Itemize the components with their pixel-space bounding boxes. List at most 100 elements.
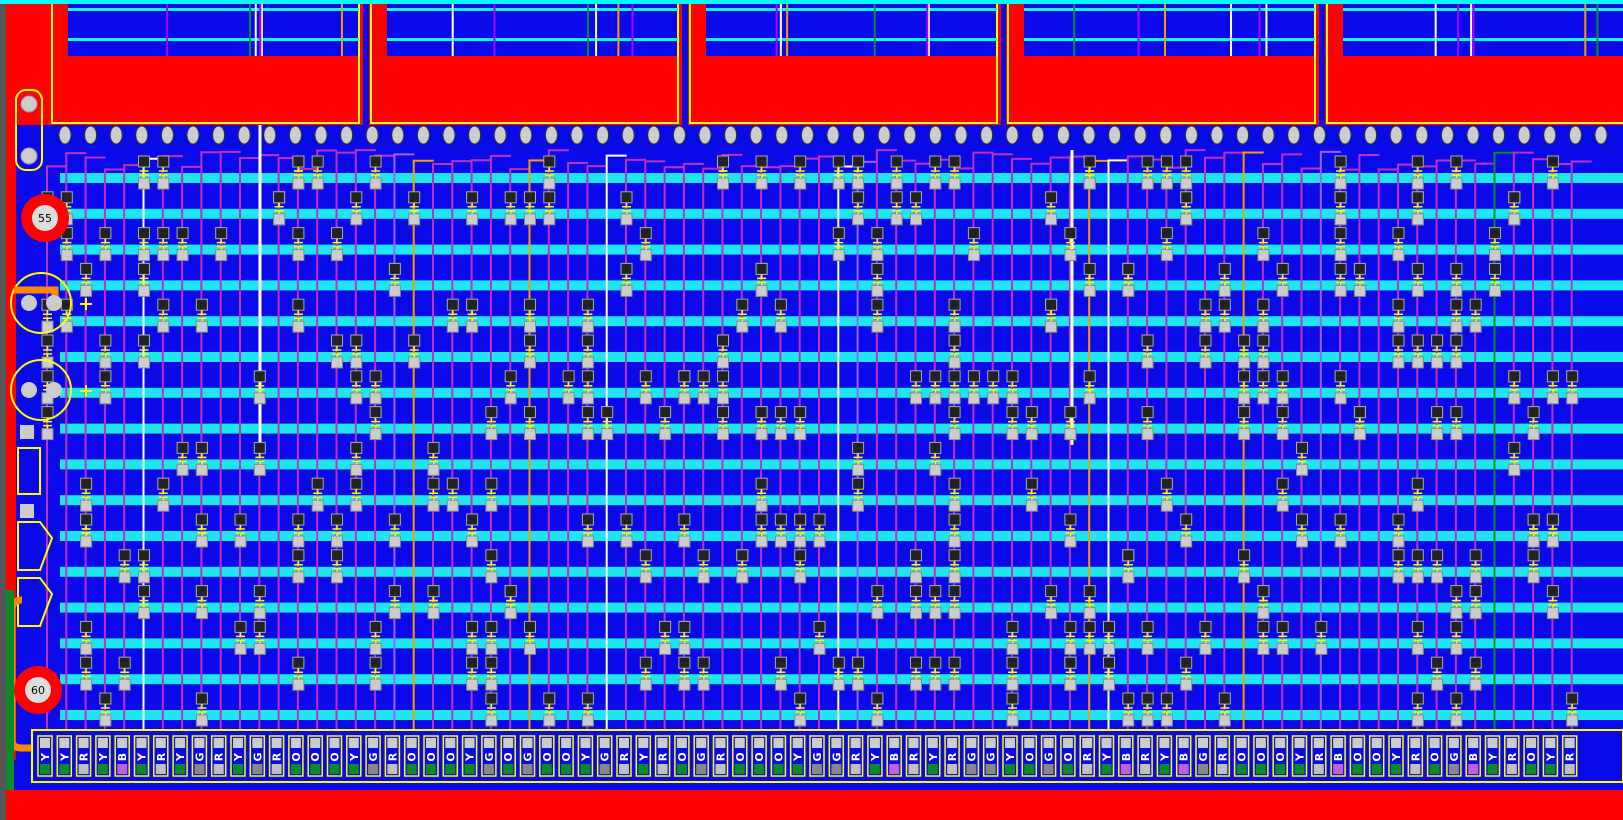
- pin-label: G: [830, 752, 843, 761]
- pin-label: G: [695, 752, 708, 761]
- pin-pad: [1333, 764, 1344, 774]
- pad: [176, 227, 189, 240]
- pad: [659, 428, 672, 441]
- pad: [794, 692, 807, 705]
- cap-symbol: [100, 346, 110, 357]
- transistor-outline: [17, 521, 54, 627]
- pin-label: R: [657, 752, 670, 761]
- pad: [717, 370, 729, 383]
- pad: [1392, 356, 1405, 369]
- header-outline: [15, 89, 43, 171]
- cap-symbol: [795, 417, 805, 429]
- pad: [1411, 262, 1424, 275]
- pin-pad: [561, 764, 572, 774]
- pad: [987, 392, 1000, 405]
- pad: [99, 714, 112, 727]
- pad: [929, 656, 942, 669]
- pad: [1083, 262, 1096, 275]
- cap-symbol: [930, 381, 940, 393]
- pad: [1257, 642, 1270, 655]
- pad: [292, 535, 305, 548]
- pad: [1064, 249, 1077, 262]
- pad: [138, 155, 150, 168]
- pin-pad: [1545, 738, 1556, 748]
- pad: [1334, 392, 1347, 405]
- pin-label: B: [116, 753, 129, 761]
- pad: [1141, 155, 1154, 168]
- pin-label: O: [1371, 752, 1384, 761]
- pad: [1141, 692, 1154, 705]
- pad: [311, 155, 324, 168]
- trace: [1011, 157, 1032, 740]
- trace: [65, 152, 87, 740]
- pad: [186, 125, 200, 145]
- cap-symbol: [583, 310, 593, 322]
- pad: [1238, 356, 1251, 369]
- pad: [1466, 125, 1480, 145]
- cap-symbol: [429, 453, 438, 465]
- pin-pad: [889, 764, 900, 774]
- pad: [1218, 284, 1231, 297]
- pin-label: G: [599, 752, 612, 761]
- pad: [871, 320, 884, 333]
- pad: [1489, 227, 1501, 240]
- cap-symbol: [1394, 560, 1403, 572]
- cap-symbol: [255, 632, 265, 644]
- pad: [1527, 513, 1540, 526]
- pad: [427, 499, 440, 512]
- pin-pad: [503, 764, 514, 774]
- cap-symbol: [1123, 704, 1133, 715]
- pad: [138, 549, 150, 562]
- cap-symbol: [911, 381, 921, 393]
- pad: [369, 642, 382, 655]
- pad: [468, 125, 482, 145]
- pad: [755, 284, 768, 297]
- pad: [21, 295, 37, 311]
- pad: [350, 392, 363, 405]
- cap-symbol: [815, 632, 824, 644]
- pad: [504, 392, 517, 405]
- trace: [682, 162, 704, 740]
- pad: [1103, 642, 1115, 655]
- pad: [929, 441, 942, 454]
- pin-pad: [927, 764, 938, 774]
- pad: [1218, 320, 1231, 333]
- pad: [929, 463, 942, 476]
- trace: [103, 168, 125, 740]
- cap-symbol: [43, 417, 52, 429]
- cap-symbol: [776, 668, 786, 680]
- pad: [948, 392, 961, 405]
- pad: [466, 513, 479, 526]
- pad: [1276, 642, 1289, 655]
- pin-label: O: [1062, 752, 1075, 761]
- pad: [427, 607, 440, 620]
- pad: [1180, 177, 1193, 190]
- pad: [350, 356, 363, 369]
- pad: [800, 125, 814, 145]
- cap-symbol: [158, 489, 168, 501]
- cap-symbol: [1451, 310, 1461, 322]
- pad: [1006, 620, 1019, 633]
- pad: [1392, 227, 1405, 240]
- cap-symbol: [950, 560, 960, 572]
- pin-pad: [792, 764, 803, 774]
- pin-pad: [155, 738, 166, 748]
- pad: [253, 585, 266, 598]
- pin-label: R: [1216, 752, 1229, 761]
- pad: [1315, 620, 1328, 633]
- pad: [1411, 620, 1424, 633]
- trace: [1435, 159, 1457, 740]
- pad: [697, 392, 710, 405]
- cap-symbol: [81, 632, 91, 644]
- pad: [288, 125, 302, 145]
- cap-symbol: [1065, 417, 1075, 429]
- pin-pad: [696, 764, 707, 774]
- pad: [195, 607, 208, 620]
- cap-symbol: [583, 417, 593, 429]
- cap-symbol: [776, 310, 786, 322]
- pin-pad: [889, 738, 900, 748]
- pin-label: G: [985, 752, 998, 761]
- cap-symbol: [699, 668, 709, 680]
- cap-symbol: [1258, 632, 1268, 644]
- pin-label: R: [271, 752, 284, 761]
